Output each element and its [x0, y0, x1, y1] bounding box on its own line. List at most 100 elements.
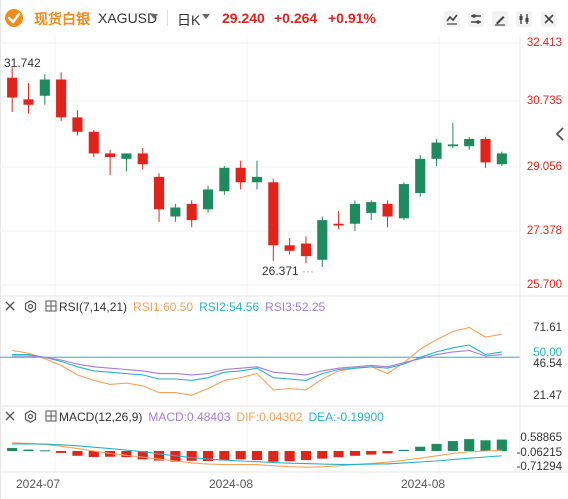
x-axis-label: 2024-08 [209, 477, 254, 491]
candle-body [431, 142, 442, 159]
period-dropdown-icon[interactable] [202, 14, 210, 19]
macd-series-line [12, 442, 502, 468]
macd-bar [349, 451, 360, 456]
dif-value: DIF:0.04302 [236, 410, 303, 424]
candle-body [154, 176, 165, 210]
macd-bar [219, 451, 230, 461]
brand-logo-icon [5, 9, 23, 27]
candle-body [349, 203, 360, 224]
macd-bar [23, 449, 34, 452]
candle-body [105, 153, 116, 158]
candle-body [186, 203, 197, 221]
macd-bar [496, 439, 507, 452]
rsi-axis-label: 46.54 [533, 358, 562, 370]
low-annotation: 26.371 ··· [262, 264, 315, 278]
candle-body [170, 207, 181, 217]
candle-body [480, 138, 491, 163]
rsi-legend: RSI(7,14,21) RSI1:60.50 RSI2:54.56 RSI3:52.… [4, 300, 331, 314]
macd-series-line [12, 443, 502, 465]
macd-bar [431, 443, 442, 452]
macd-bar [170, 451, 181, 462]
candle-body [7, 77, 18, 98]
macd-bar [56, 451, 67, 453]
macd-bar [39, 450, 50, 452]
macd-bar [268, 451, 279, 462]
macd-bar [284, 451, 295, 462]
chevron-left-icon[interactable] [554, 126, 566, 142]
close-icon[interactable] [540, 10, 558, 28]
price-change-percent: +0.91% [328, 10, 376, 26]
candle-body [202, 189, 214, 210]
indicator-icon [45, 300, 57, 312]
rsi2-value: RSI2:54.56 [199, 300, 260, 314]
dea-value: DEA:-0.19900 [308, 410, 384, 424]
rsi-label[interactable]: RSI(7,14,21) [59, 300, 128, 314]
macd-axis-label: -0.71294 [516, 461, 562, 473]
macd-bar [235, 451, 246, 460]
candle-body [300, 243, 312, 257]
divider [167, 10, 168, 26]
macd-bar [72, 451, 83, 456]
macd-bar [480, 440, 491, 452]
candle-body [23, 99, 34, 105]
candle-body [317, 220, 328, 260]
gear-icon[interactable] [24, 300, 37, 313]
y-axis-label: 29.056 [526, 161, 562, 173]
candle-body [56, 79, 67, 118]
macd-bar [382, 451, 393, 454]
macd-bar [154, 451, 165, 461]
brand-name: 现货白银 [34, 11, 90, 27]
macd-bar [398, 449, 409, 452]
macd-bar [447, 441, 458, 452]
y-axis-label: 27.378 [526, 225, 562, 237]
settings-sliders-icon[interactable] [467, 10, 485, 28]
candle-body [284, 245, 295, 251]
x-axis-label: 2024-08 [401, 477, 446, 491]
rsi-series-line [12, 344, 502, 381]
candle-body [235, 167, 246, 183]
price-change: +0.264 [274, 10, 318, 26]
macd-bar [186, 451, 197, 461]
macd-bar [300, 451, 312, 461]
candle-body [137, 153, 148, 165]
symbol-dropdown-icon[interactable] [150, 14, 158, 19]
symbol-selector[interactable]: XAGUSD [98, 10, 158, 26]
macd-axis-label: -0.06215 [516, 447, 562, 459]
candle-body [333, 223, 344, 226]
line-chart-icon[interactable] [443, 10, 461, 28]
candle-body [72, 117, 83, 132]
close-icon[interactable] [4, 300, 16, 312]
macd-legend: MACD(12,26,9) MACD:0.48403 DIF:0.04302 DEA:… [4, 410, 390, 424]
macd-bar [137, 451, 148, 460]
candle-body [366, 202, 377, 213]
gear-icon[interactable] [24, 410, 37, 423]
macd-bar [202, 451, 214, 462]
macd-bar [333, 451, 344, 458]
adjust-icon[interactable] [515, 10, 533, 28]
x-axis-label: 2024-07 [16, 477, 61, 491]
y-axis-label: 25.700 [526, 279, 562, 291]
macd-axis-label: 0.58865 [520, 432, 562, 444]
rsi-axis-label: 50.00 [533, 347, 562, 359]
period-selector[interactable]: 日K [177, 12, 201, 28]
candle-body [447, 144, 458, 147]
candle-body [415, 158, 426, 194]
close-icon[interactable] [4, 410, 16, 422]
macd-value: MACD:0.48403 [148, 410, 231, 424]
candle-body [121, 153, 132, 159]
indicator-icon [45, 410, 57, 422]
macd-bar [121, 451, 132, 458]
candle-body [39, 79, 50, 96]
chart-header: 现货白银 XAGUSD 日K 29.240 +0.264 +0.91% [0, 0, 568, 36]
pen-draw-icon[interactable] [491, 10, 509, 28]
candle-body [398, 184, 409, 219]
macd-bar [464, 439, 475, 452]
macd-label[interactable]: MACD(12,26,9) [59, 410, 143, 424]
macd-bar [88, 451, 99, 457]
rsi-axis-label: 21.47 [533, 390, 562, 402]
macd-bar [7, 447, 18, 452]
candle-body [464, 138, 475, 147]
macd-bar [317, 451, 328, 459]
